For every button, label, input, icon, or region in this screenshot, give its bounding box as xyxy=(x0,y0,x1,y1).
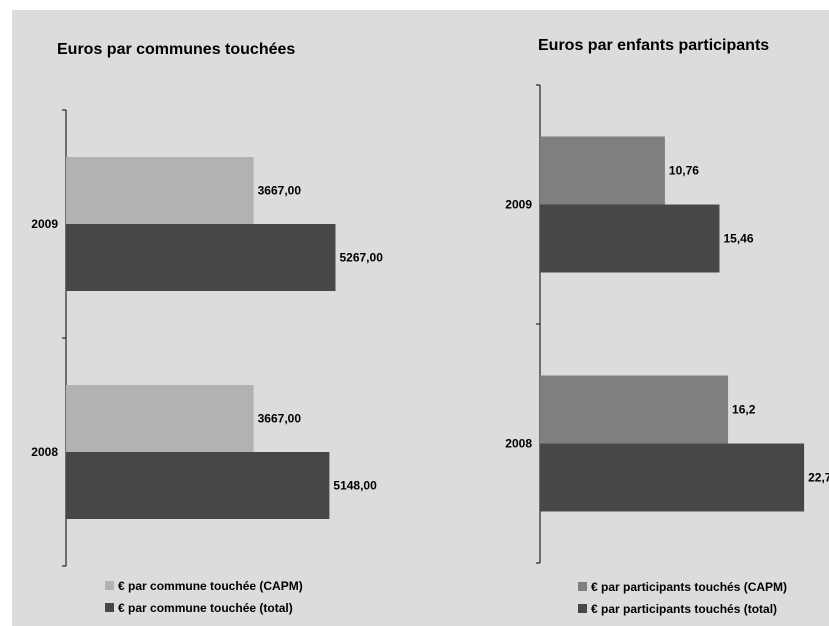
bar-2008-series-0 xyxy=(540,375,729,444)
chart-communes-title: Euros par communes touchées xyxy=(57,41,295,58)
chart-enfants-legend: € par participants touchés (CAPM) € par p… xyxy=(578,580,787,616)
data-label-2009-series-1: 5267,00 xyxy=(339,251,383,265)
category-label-2009: 2009 xyxy=(31,217,58,231)
chart-enfants-bars: 10,76 15,46 16,2 22,75 xyxy=(540,136,829,512)
data-label-2008-series-0: 3667,00 xyxy=(258,412,302,426)
category-label-2008: 2008 xyxy=(505,437,532,451)
bar-2008-series-1 xyxy=(66,452,330,519)
data-label-2009-series-0: 10,76 xyxy=(669,164,699,178)
legend-label-1: € par commune touchée (total) xyxy=(118,601,293,615)
data-label-2009-series-1: 15,46 xyxy=(723,232,753,246)
chart-communes-legend: € par commune touchée (CAPM) € par commun… xyxy=(105,579,303,615)
data-label-2008-series-0: 16,2 xyxy=(732,403,756,417)
category-label-2008: 2008 xyxy=(31,445,58,459)
bar-2008-series-0 xyxy=(66,385,254,452)
bar-2009-series-0 xyxy=(540,136,665,205)
legend-swatch-1 xyxy=(578,604,587,613)
data-label-2008-series-1: 22,75 xyxy=(808,471,829,485)
chart-communes: Euros par communes touchées 2009 2008 366… xyxy=(31,41,383,615)
data-label-2008-series-1: 5148,00 xyxy=(333,479,377,493)
chart-communes-bars: 3667,00 5267,00 3667,00 5148,00 xyxy=(66,157,383,519)
chart-background xyxy=(12,10,829,626)
legend-label-0: € par commune touchée (CAPM) xyxy=(118,579,303,593)
bar-2009-series-1 xyxy=(540,204,720,273)
bar-2008-series-1 xyxy=(540,443,805,512)
legend-swatch-0 xyxy=(105,581,114,590)
chart-enfants: Euros par enfants participants 20092008 … xyxy=(505,37,829,616)
legend-label-1: € par participants touchés (total) xyxy=(591,602,777,616)
legend-label-0: € par participants touchés (CAPM) xyxy=(591,580,787,594)
chart-enfants-title: Euros par enfants participants xyxy=(538,37,769,54)
category-label-2009: 2009 xyxy=(505,198,532,212)
bar-2009-series-1 xyxy=(66,224,336,291)
bar-2009-series-0 xyxy=(66,157,254,224)
data-label-2009-series-0: 3667,00 xyxy=(258,184,302,198)
legend-swatch-1 xyxy=(105,603,114,612)
legend-swatch-0 xyxy=(578,582,587,591)
